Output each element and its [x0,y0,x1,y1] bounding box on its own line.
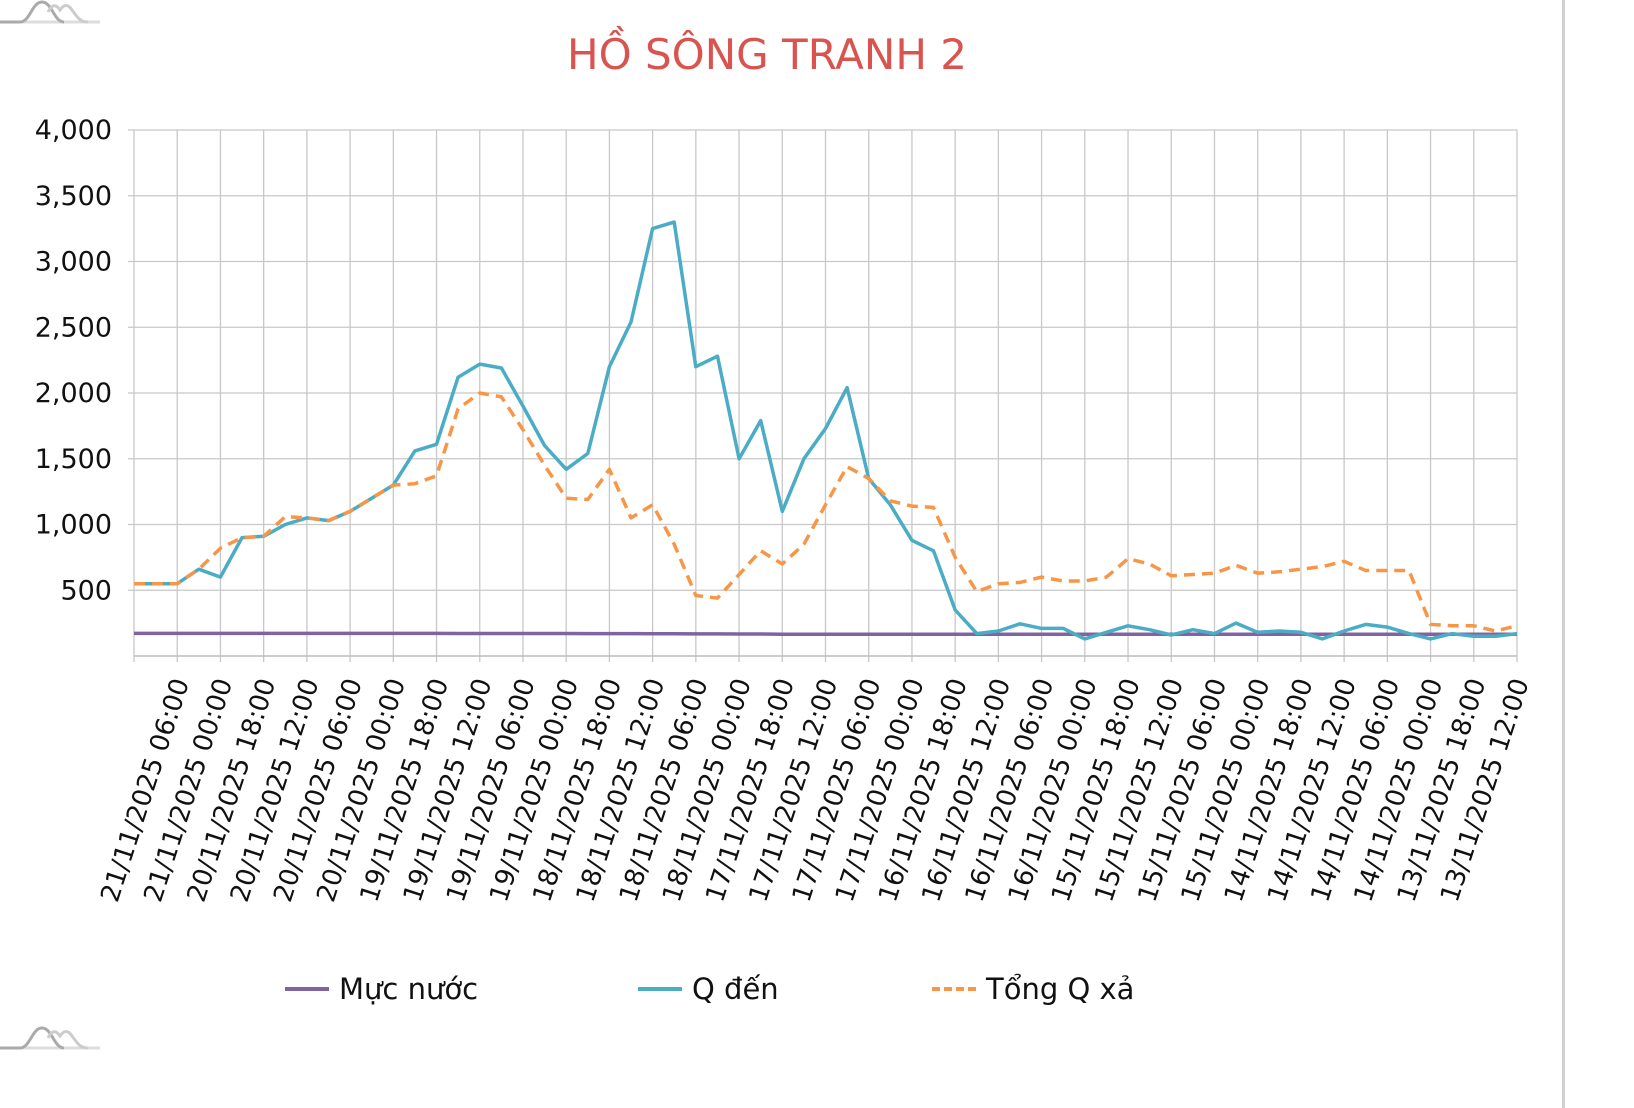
legend-item-tong-q-xa: Tổng Q xả [932,972,1134,1006]
legend-item-muc-nuoc: Mực nước [285,972,478,1006]
legend-item-q-den: Q đến [638,972,779,1006]
legend-label: Tổng Q xả [986,972,1135,1006]
series-line-2 [134,391,1518,633]
logo-wave-icon [0,0,100,24]
y-tick-label: 1,500 [35,444,112,475]
right-border [1562,0,1565,1108]
legend-swatch [638,987,682,991]
y-tick-label: 1,000 [35,510,112,541]
y-tick-label: 3,000 [35,247,112,278]
logo-wave-icon [0,1026,100,1050]
legend-label: Mực nước [339,972,479,1006]
legend-swatch [285,987,329,991]
y-tick-label: 3,500 [35,181,112,212]
series-line-0 [134,631,1517,637]
chart-title: HỒ SÔNG TRANH 2 [567,30,967,79]
y-tick-label: 500 [60,575,112,606]
legend-swatch [932,987,976,991]
y-tick-label: 2,000 [35,378,112,409]
y-tick-label: 4,000 [35,115,112,146]
legend-label: Q đến [692,972,779,1006]
y-tick-label: 2,500 [35,312,112,343]
